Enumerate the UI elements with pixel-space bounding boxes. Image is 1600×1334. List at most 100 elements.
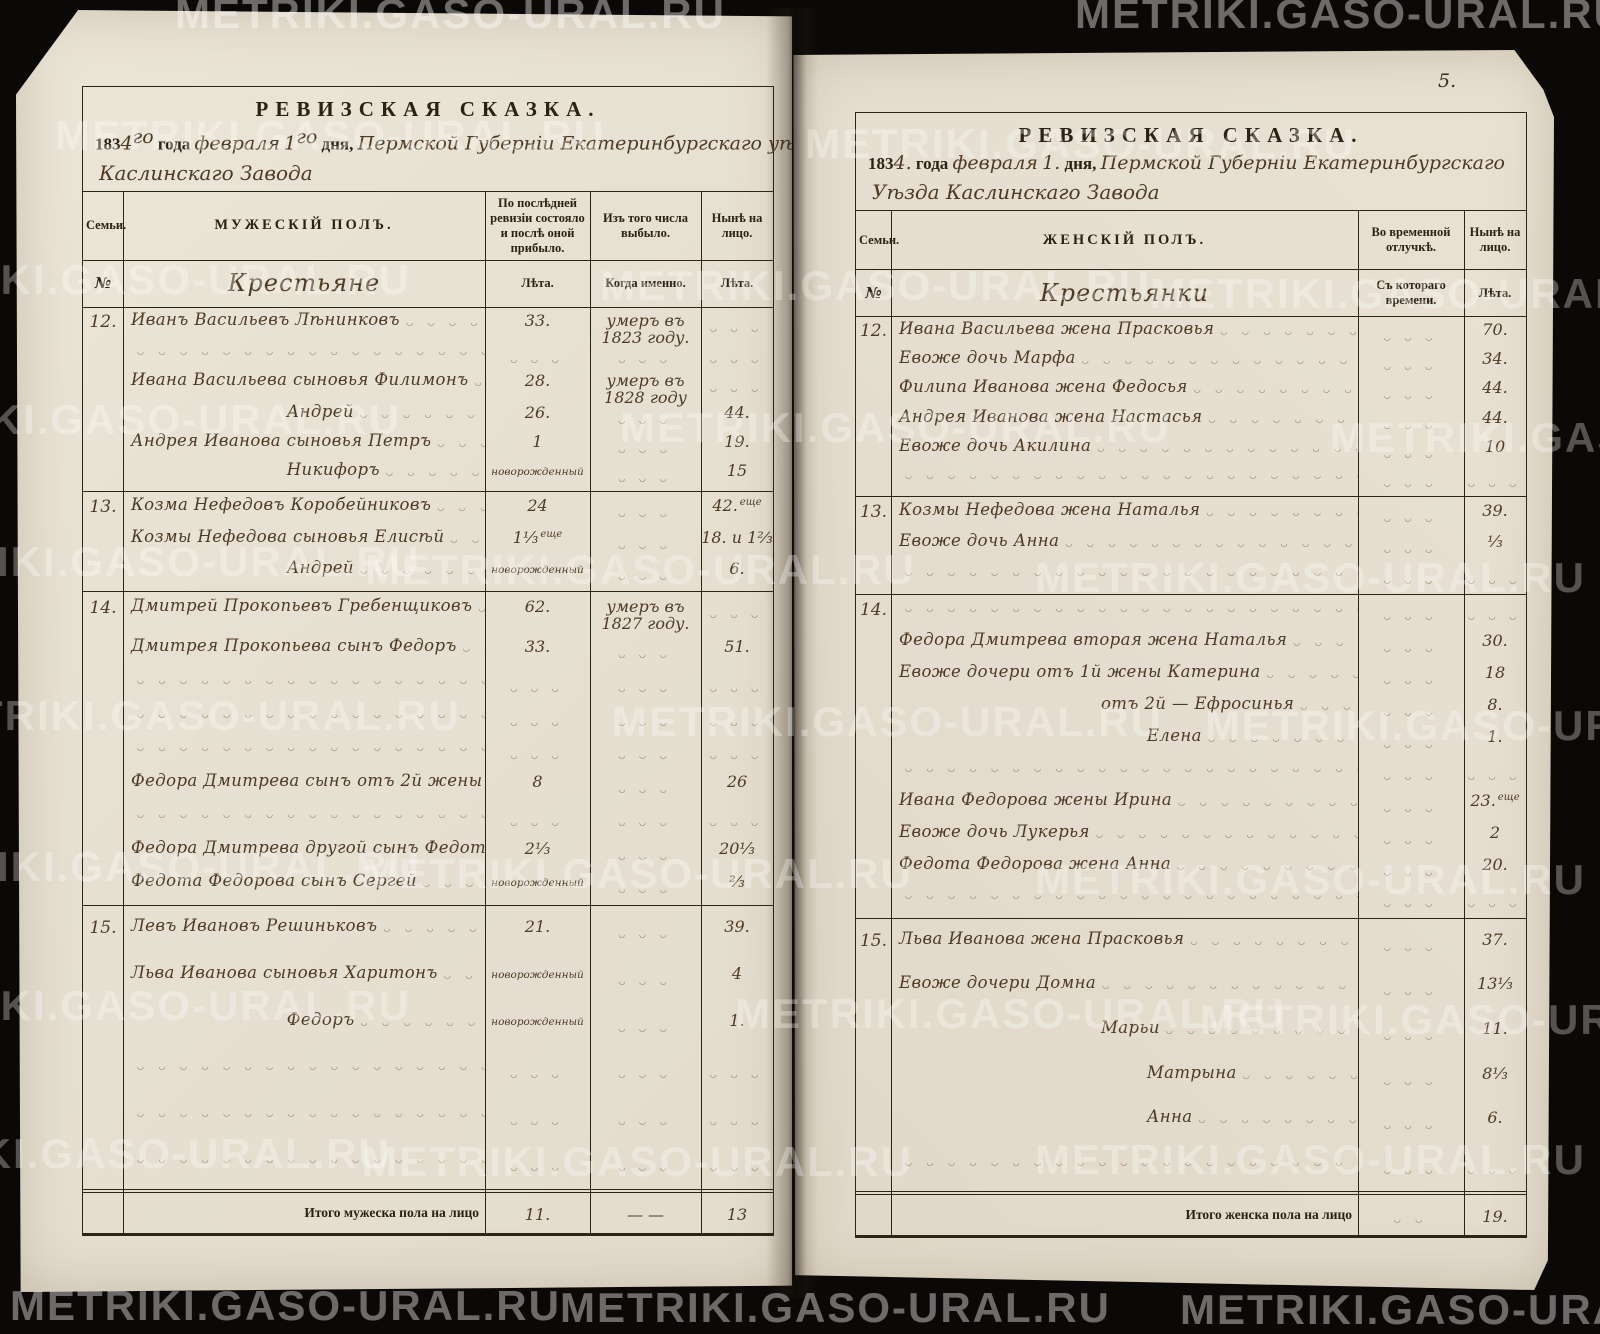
years-value: 62. xyxy=(524,596,551,616)
person-name-cell: ◡ ◡ ◡ ◡ ◡ ◡ ◡ ◡ ◡ ◡ ◡ ◡ ◡ ◡ ◡ ◡ ◡ ◡ ◡ ◡ … xyxy=(123,704,485,719)
col-family: Семьи. xyxy=(86,218,127,233)
pen-dashes: ◡ ◡ ◡ xyxy=(618,684,673,694)
pen-dashes: ◡ ◡ ◡ xyxy=(510,684,565,694)
years-value: новорожденный xyxy=(491,877,584,890)
pen-dashes: ◡ ◡ ◡ xyxy=(1384,1166,1438,1176)
person-name-cell: Козмы Нефедова сыновья Елисѣй ◡ ◡ ◡ ◡ ◡ ◡… xyxy=(123,527,485,546)
when-value: ◡ ◡ ◡ xyxy=(590,704,701,731)
pen-dashes: ◡ ◡ ◡ ◡ ◡ ◡ ◡ ◡ ◡ ◡ ◡ ◡ ◡ ◡ ◡ ◡ ◡ ◡ ◡ ◡ … xyxy=(405,317,485,327)
away-value: ◡ ◡ ◡ xyxy=(1358,630,1464,657)
now-value: ◡ ◡ ◡ xyxy=(701,704,773,731)
now-value: 1. xyxy=(1487,727,1503,746)
now-value: 8. xyxy=(1487,695,1503,715)
marginal-note: еще xyxy=(1497,791,1520,803)
person-name-cell: Марьи ◡ ◡ ◡ ◡ ◡ ◡ ◡ ◡ ◡ ◡ ◡ ◡ ◡ ◡ ◡ ◡ ◡ ◡… xyxy=(891,1018,1358,1037)
now-value: 44. xyxy=(1482,378,1508,398)
years-value: ◡ ◡ ◡ xyxy=(485,341,590,368)
pen-dashes: ◡ ◡ ◡ ◡ ◡ ◡ ◡ ◡ ◡ ◡ ◡ ◡ ◡ ◡ ◡ ◡ ◡ ◡ ◡ ◡ … xyxy=(1165,1026,1358,1036)
person-name: Козмы Нефедова жена Наталья xyxy=(899,500,1201,519)
filler-line: ◡ ◡ ◡ ◡ ◡ ◡ ◡ ◡ ◡ ◡ ◡ ◡ ◡ ◡ ◡ ◡ ◡ ◡ ◡ ◡ … xyxy=(856,885,1526,914)
subcol-number: № xyxy=(94,274,112,293)
now-value: ⅓ xyxy=(1487,532,1503,551)
years-value: 33. xyxy=(524,637,551,657)
pen-dashes: ◡ ◡ ◡ ◡ ◡ ◡ ◡ ◡ ◡ ◡ ◡ ◡ ◡ ◡ ◡ ◡ ◡ ◡ ◡ ◡ … xyxy=(474,378,485,388)
now-value: 19. xyxy=(724,431,750,451)
now-value: ⅔ xyxy=(729,872,745,892)
person-name: Ивана Васильева сыновья Филимонъ xyxy=(131,370,469,390)
family-number xyxy=(856,377,891,379)
family-number xyxy=(856,694,891,696)
pen-dashes: ◡ ◡ ◡ ◡ ◡ ◡ ◡ ◡ ◡ ◡ ◡ ◡ ◡ ◡ ◡ ◡ ◡ ◡ ◡ ◡ … xyxy=(1065,539,1358,548)
now-value: 4 xyxy=(731,963,743,983)
now-value: 15 xyxy=(726,460,748,480)
entry-line: Федора Дмитрева вторая жена Наталья ◡ ◡ ◡… xyxy=(856,630,1526,659)
when-value: ◡ ◡ ◡ xyxy=(590,636,701,663)
person-name-cell: Федота Федорова сынъ Сергей ◡ ◡ ◡ ◡ ◡ ◡ ◡… xyxy=(123,871,485,890)
pen-dashes: ◡ ◡ ◡ xyxy=(1468,576,1522,585)
pen-dashes: ◡ ◡ ◡ xyxy=(618,784,673,794)
now-value: ◡ ◡ ◡ xyxy=(701,310,773,337)
pen-dashes: ◡ ◡ ◡ xyxy=(1384,478,1438,488)
pen-dashes: ◡ ◡ ◡ ◡ ◡ ◡ ◡ ◡ ◡ ◡ ◡ ◡ ◡ ◡ ◡ ◡ ◡ ◡ ◡ ◡ … xyxy=(1293,638,1358,648)
away-value: ◡ ◡ ◡ xyxy=(1358,1107,1464,1134)
person-name: Никифоръ xyxy=(286,459,380,479)
away-value: ◡ ◡ ◡ xyxy=(1358,726,1464,753)
now-value: 37. xyxy=(1482,929,1508,949)
right-header-row: Семьи. ЖЕНСКІЙ ПОЛЪ. Во временной отлучк… xyxy=(856,211,1526,270)
family-number xyxy=(856,758,891,760)
person-name: Федора Дмитрева вторая жена Наталья xyxy=(899,630,1288,650)
col-male-sex: МУЖЕСКІЙ ПОЛЪ. xyxy=(214,217,394,234)
pen-dashes: ◡ ◡ ◡ xyxy=(510,818,565,828)
person-name-cell: Евоже дочь Акилина ◡ ◡ ◡ ◡ ◡ ◡ ◡ ◡ ◡ ◡ ◡ … xyxy=(891,436,1358,455)
when-value: ◡ ◡ ◡ xyxy=(590,1056,701,1083)
subcol-number: № xyxy=(865,283,882,302)
right-totals-row: Итого женска пола на лицо ◡ ◡ 19. xyxy=(856,1191,1526,1237)
person-name-cell: Андрей ◡ ◡ ◡ ◡ ◡ ◡ ◡ ◡ ◡ ◡ ◡ ◡ ◡ ◡ ◡ ◡ ◡ … xyxy=(123,402,485,421)
entry-line: Матрына ◡ ◡ ◡ ◡ ◡ ◡ ◡ ◡ ◡ ◡ ◡ ◡ ◡ ◡ ◡ ◡ ◡… xyxy=(856,1063,1526,1092)
pen-dashes: ◡ ◡ ◡ xyxy=(710,751,764,761)
pen-dashes: ◡ ◡ ◡ xyxy=(618,415,673,425)
family-number xyxy=(856,407,891,409)
away-value: ◡ ◡ ◡ xyxy=(1358,790,1464,817)
person-name: Иванъ Васильевъ Лѣнинковъ xyxy=(131,309,400,329)
person-name-cell: ◡ ◡ ◡ ◡ ◡ ◡ ◡ ◡ ◡ ◡ ◡ ◡ ◡ ◡ ◡ ◡ ◡ ◡ ◡ ◡ … xyxy=(891,758,1358,773)
pen-dashes: ◡ ◡ ◡ ◡ ◡ ◡ ◡ ◡ ◡ ◡ ◡ ◡ ◡ ◡ ◡ ◡ ◡ ◡ ◡ ◡ … xyxy=(1242,1070,1358,1080)
person-name: Евоже дочь Марфа xyxy=(899,348,1076,368)
col-now: Нынѣ на лицо. xyxy=(1469,225,1521,254)
when-value: умеръ въ 1823 году. xyxy=(601,310,690,347)
now-value: 2 xyxy=(1489,822,1501,842)
person-name: отъ 2й — Ефросинья xyxy=(1100,694,1295,714)
family-number xyxy=(83,963,123,965)
entry-line: Федора Дмитрева другой сынъ Федотъ◡ ◡ ◡ … xyxy=(83,838,773,867)
person-name-cell: ◡ ◡ ◡ ◡ ◡ ◡ ◡ ◡ ◡ ◡ ◡ ◡ ◡ ◡ ◡ ◡ ◡ ◡ ◡ ◡ … xyxy=(123,804,485,819)
person-name-cell: Анна ◡ ◡ ◡ ◡ ◡ ◡ ◡ ◡ ◡ ◡ ◡ ◡ ◡ ◡ ◡ ◡ ◡ ◡ … xyxy=(891,1107,1358,1126)
filler-line: ◡ ◡ ◡ ◡ ◡ ◡ ◡ ◡ ◡ ◡ ◡ ◡ ◡ ◡ ◡ ◡ ◡ ◡ ◡ ◡ … xyxy=(856,562,1526,591)
left-total-years: 11. xyxy=(524,1204,551,1224)
now-value: ◡ ◡ ◡ xyxy=(1464,1152,1526,1179)
handwritten-month: февраля xyxy=(952,152,1038,174)
filler-line: ◡ ◡ ◡ ◡ ◡ ◡ ◡ ◡ ◡ ◡ ◡ ◡ ◡ ◡ ◡ ◡ ◡ ◡ ◡ ◡ … xyxy=(856,1152,1526,1181)
subcol-years: Лѣта. xyxy=(1478,285,1512,300)
pen-dashes: ◡ ◡ ◡ xyxy=(1384,514,1438,523)
when-value: ◡ ◡ ◡ xyxy=(590,460,701,487)
person-name-cell: отъ 2й — Ефросинья ◡ ◡ ◡ ◡ ◡ ◡ ◡ ◡ ◡ ◡ ◡ … xyxy=(891,694,1358,713)
pen-dashes: ◡ ◡ ◡ ◡ ◡ ◡ ◡ ◡ ◡ ◡ ◡ ◡ ◡ ◡ ◡ ◡ ◡ ◡ ◡ ◡ … xyxy=(1177,861,1358,871)
person-name: Матрына xyxy=(1146,1062,1237,1082)
filler-line: 14. ◡ ◡ ◡ ◡ ◡ ◡ ◡ ◡ ◡ ◡ ◡ ◡ ◡ ◡ ◡ ◡ ◡ ◡ ◡… xyxy=(856,598,1526,627)
family-block-12: 12. Ивана Васильева жена Прасковья ◡ ◡ ◡ ◡… xyxy=(856,317,1526,497)
when-value: ◡ ◡ ◡ xyxy=(590,1103,701,1130)
pen-dashes: ◡ ◡ ◡ xyxy=(1468,612,1522,622)
day-superscript: го xyxy=(296,126,318,148)
pen-dashes: ◡ ◡ ◡ ◡ ◡ ◡ ◡ ◡ ◡ ◡ ◡ ◡ ◡ ◡ ◡ ◡ ◡ ◡ ◡ ◡ … xyxy=(1207,734,1358,743)
pen-dashes: ◡ ◡ ◡ xyxy=(618,1023,673,1033)
pen-dashes: ◡ ◡ ◡ ◡ ◡ ◡ ◡ ◡ ◡ ◡ ◡ ◡ ◡ ◡ ◡ ◡ ◡ ◡ ◡ ◡ … xyxy=(1193,385,1358,395)
now-value: ◡ ◡ ◡ xyxy=(701,737,773,764)
years-value: ◡ ◡ ◡ xyxy=(485,1103,590,1130)
pen-dashes: ◡ ◡ ◡ xyxy=(710,609,764,619)
left-table: Семьи. МУЖЕСКІЙ ПОЛЪ. По послѣдней ревиз… xyxy=(83,190,773,1235)
person-name: Дмитрей Прокопьевъ Гребенщиковъ xyxy=(131,595,473,615)
now-value: ◡ ◡ ◡ xyxy=(701,596,773,623)
pen-dashes: ◡ ◡ ◡ ◡ ◡ ◡ ◡ ◡ ◡ ◡ ◡ ◡ ◡ ◡ ◡ ◡ ◡ ◡ ◡ ◡ … xyxy=(137,347,485,357)
pen-dashes: ◡ ◡ ◡ xyxy=(618,1070,673,1080)
